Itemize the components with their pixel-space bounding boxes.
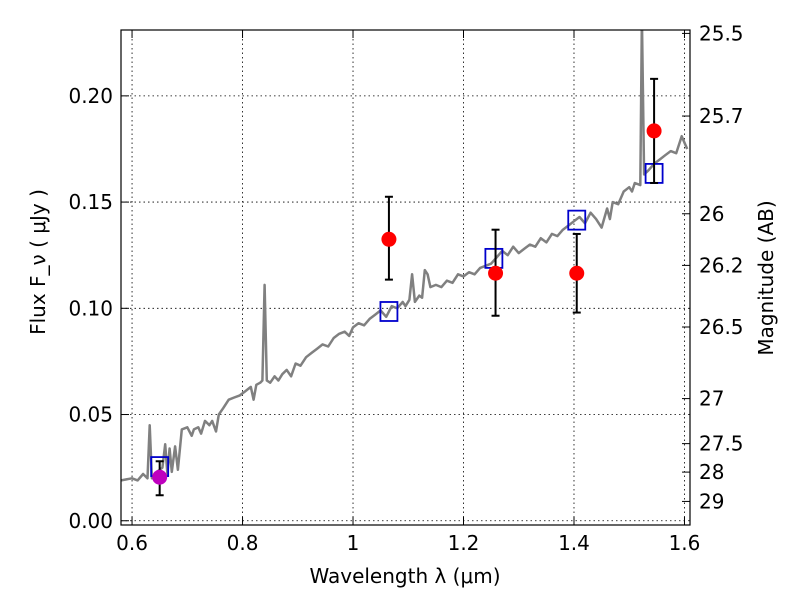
observed-point [646,123,662,139]
right-tick-label: 26.2 [699,253,744,277]
observed-point [488,265,504,281]
right-tick-label: 29 [699,489,724,513]
plot-frame [120,29,691,526]
right-tick-label: 25.5 [699,21,744,45]
x-tick-label: 1.6 [669,531,701,555]
y-axis-label-left: Flux F_ν ( μJy ) [26,189,50,335]
x-tick-label: 0.8 [227,531,259,555]
right-tick-label: 27 [699,387,724,411]
observed-point [569,265,585,281]
x-tick-label: 0.6 [116,531,148,555]
observed-point [381,231,397,247]
right-tick-label: 28 [699,460,724,484]
x-tick-label: 1.4 [558,531,590,555]
right-tick-label: 26.5 [699,315,744,339]
y-tick-label: 0.10 [68,296,113,320]
x-tick-label: 1.2 [448,531,480,555]
x-axis-label: Wavelength λ (μm) [309,564,500,588]
x-tick-label: 1 [347,531,360,555]
y-tick-label: 0.20 [68,84,113,108]
model-photometry-square [379,301,399,322]
plot-area [121,30,689,497]
observed-point-magenta [152,469,168,485]
model-photometry-square [567,209,587,231]
axis-ticks: 0.6 0.8 1 1.2 1.4 1.6 0.00 0.05 0.10 0.15 0.20 25.5… [68,21,743,555]
y-tick-label: 0.15 [68,190,113,214]
right-tick-label: 27.5 [699,432,744,456]
y-tick-label: 0.00 [68,509,113,533]
right-tick-label: 25.7 [699,104,744,128]
model-spectrum-line [121,30,689,482]
y-tick-label: 0.05 [68,403,113,427]
y-axis-label-right: Magnitude (AB) [754,200,778,355]
right-tick-label: 26 [699,202,724,226]
